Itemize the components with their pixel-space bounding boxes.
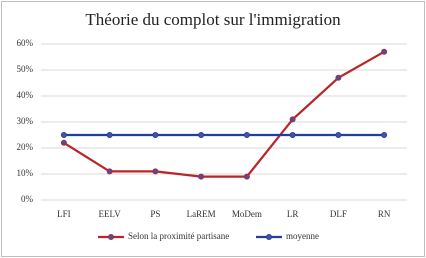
x-tick-label: RN [378,209,391,219]
chart-title: Théorie du complot sur l'immigration [85,10,341,29]
marker [289,131,296,138]
marker [335,131,342,138]
marker [152,131,159,138]
x-tick-label: EELV [99,209,122,219]
legend-label: moyenne [286,231,319,241]
legend-label: Selon la proximité partisane [128,231,229,241]
marker [60,139,67,146]
x-tick-label: LaREM [187,209,216,219]
x-tick-label: PS [150,209,160,219]
y-tick-label: 20% [17,142,34,152]
series-line [63,50,385,178]
marker [335,74,342,81]
marker [152,168,159,175]
x-tick-label: MoDem [232,209,262,219]
legend-marker [265,233,272,240]
y-tick-label: 30% [17,116,34,126]
y-tick-label: 0% [21,194,34,204]
y-tick-label: 50% [17,64,34,74]
x-tick-label: LR [287,209,299,219]
legend-marker [108,233,115,240]
marker [381,131,388,138]
marker [60,131,67,138]
marker [381,48,388,55]
x-tick-label: LFI [57,209,71,219]
marker [289,116,296,123]
marker [106,168,113,175]
marker [243,173,250,180]
y-tick-label: 10% [17,168,34,178]
marker [198,173,205,180]
y-tick-label: 60% [17,38,34,48]
marker [198,131,205,138]
x-tick-label: DLF [330,209,347,219]
y-tick-label: 40% [17,90,34,100]
marker [243,131,250,138]
marker [106,131,113,138]
